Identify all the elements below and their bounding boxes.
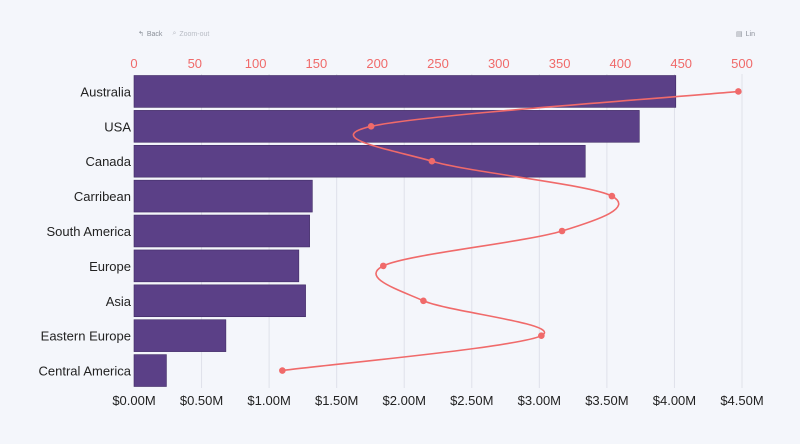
top-tick-label: 300 [488,56,510,71]
bottom-tick-label: $4.00M [653,393,696,408]
bar[interactable] [133,214,310,248]
top-value-axis: 0 50 100 150 200 250 300 350 400 450 500 [130,56,752,71]
scale-icon: ▤ [736,31,743,38]
category-label: Central America [39,364,132,379]
top-tick-label: 50 [188,56,202,71]
bar[interactable] [133,179,313,213]
scale-toggle-button[interactable]: ▤ Lin [736,30,755,39]
top-tick-label: 100 [245,56,267,71]
category-label: USA [104,119,131,134]
line-point[interactable] [379,262,387,270]
line-point[interactable] [558,227,566,235]
top-tick-label: 400 [610,56,632,71]
line-point[interactable] [279,367,286,374]
line-point[interactable] [538,332,545,339]
bottom-tick-label: $4.50M [720,393,763,408]
bar[interactable] [133,354,167,387]
line-point[interactable] [420,297,427,305]
bar[interactable] [133,144,586,178]
back-arrow-icon: ↰ [138,31,144,38]
category-label: Australia [80,84,131,99]
bottom-value-axis: $0.00M $0.50M $1.00M $1.50M $2.00M $2.50M $3.0… [112,393,763,408]
top-tick-label: 0 [130,56,137,71]
zoom-out-button[interactable]: ⌕ Zoom-out [172,30,209,38]
bottom-tick-label: $2.00M [383,393,426,408]
top-tick-label: 250 [427,56,449,71]
bottom-tick-label: $3.50M [585,393,628,408]
bottom-tick-label: $1.50M [315,393,358,408]
category-label: Canada [85,154,131,169]
bar-series [133,75,677,387]
bar[interactable] [133,249,300,283]
line-point[interactable] [367,123,375,130]
back-button[interactable]: ↰ Back [138,30,163,39]
line-point[interactable] [608,192,616,200]
bottom-tick-label: $0.50M [180,393,223,408]
line-point[interactable] [428,157,436,165]
chart-toolbar: ↰ Back ⌕ Zoom-out [138,30,209,38]
top-tick-label: 350 [549,56,571,71]
top-tick-label: 450 [670,56,692,71]
bar[interactable] [133,319,227,352]
bar[interactable] [133,284,306,318]
bar[interactable] [133,75,677,108]
category-label: Europe [89,259,131,274]
top-tick-label: 500 [731,56,753,71]
category-axis: Australia USA Canada Carribean South America… [39,84,132,378]
back-label: Back [146,30,163,38]
line-point[interactable] [735,88,742,95]
scale-label: Lin [745,30,755,38]
category-label: Eastern Europe [41,329,131,344]
top-tick-label: 150 [306,56,328,71]
bottom-tick-label: $0.00M [112,393,155,408]
category-label: Carribean [74,189,131,204]
category-label: South America [46,224,131,239]
bottom-tick-label: $1.00M [247,393,290,408]
top-tick-label: 200 [366,56,388,71]
zoom-out-label: Zoom-out [179,30,210,38]
line-series [279,88,742,374]
bottom-tick-label: $3.00M [518,393,561,408]
bar[interactable] [133,110,640,143]
category-label: Asia [106,294,132,309]
bottom-tick-label: $2.50M [450,393,493,408]
magnifier-icon: ⌕ [172,30,177,37]
